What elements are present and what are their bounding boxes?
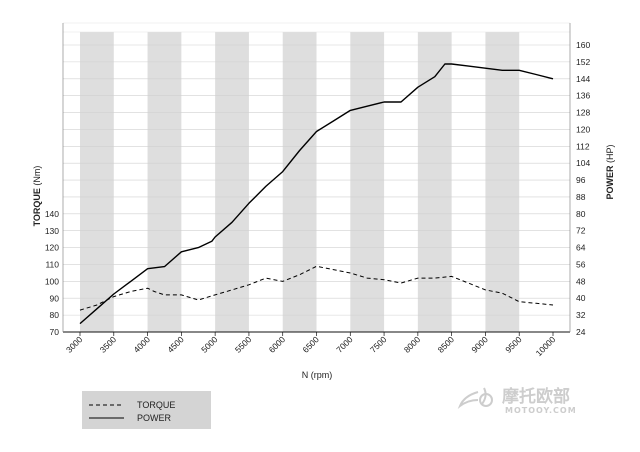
y-right-tick-label: 136 <box>576 91 590 101</box>
x-tick-label: 8500 <box>436 334 457 355</box>
y-right-tick-label: 88 <box>576 192 586 202</box>
legend-power-label: POWER <box>137 413 172 423</box>
data-series <box>79 63 554 325</box>
x-tick-label: 9500 <box>503 334 524 355</box>
y-left-tick-label: 110 <box>45 260 59 270</box>
x-axis-title: N (rpm) <box>302 370 333 380</box>
y-right-tick-label: 96 <box>576 175 586 185</box>
y-left-axis-title: TORQUE (Nm) <box>32 166 42 227</box>
rpm-band <box>147 32 182 332</box>
y-right-tick-label: 56 <box>576 259 586 269</box>
rpm-band <box>282 32 317 332</box>
y-right-tick-label: 112 <box>576 141 590 151</box>
y-left-tick-label: 90 <box>50 293 60 303</box>
rpm-band <box>80 32 114 332</box>
x-tick-label: 6000 <box>267 334 288 355</box>
y-right-tick-label: 24 <box>576 327 586 337</box>
legend-box <box>82 391 211 429</box>
y-left-tick-label: 80 <box>50 310 60 320</box>
y-right-tick-label: 144 <box>576 74 590 84</box>
y-right-tick-label: 40 <box>576 293 586 303</box>
x-tick-label: 5000 <box>199 334 220 355</box>
x-tick-label: 5500 <box>233 334 254 355</box>
x-tick-label: 6500 <box>300 334 321 355</box>
rpm-band <box>485 32 520 332</box>
watermark-logo-icon <box>457 387 493 409</box>
legend-torque-label: TORQUE <box>137 400 175 410</box>
rpm-band <box>417 32 452 332</box>
y-left-tick-label: 100 <box>45 276 59 286</box>
x-tick-label: 3000 <box>64 334 85 355</box>
x-tick-label: 10000 <box>534 334 558 358</box>
x-tick-label: 3500 <box>98 334 119 355</box>
y-left-tick-label: 120 <box>45 243 59 253</box>
torque-series-line <box>79 265 554 311</box>
watermark-text-en: MOTOOY.COM <box>505 406 577 415</box>
x-tick-label: 7500 <box>368 334 389 355</box>
y-right-tick-label: 64 <box>576 243 586 253</box>
rpm-band <box>350 32 385 332</box>
y-right-tick-label: 32 <box>576 310 586 320</box>
y-right-tick-label: 72 <box>576 226 586 236</box>
watermark: 摩托欧部 MOTOOY.COM <box>457 386 577 415</box>
y-right-axis-title: POWER (HP) <box>605 144 615 199</box>
y-right-tick-label: 120 <box>576 124 590 134</box>
x-tick-label: 8000 <box>402 334 423 355</box>
x-tick-label: 4500 <box>165 334 186 355</box>
y-right-tick-label: 128 <box>576 108 590 118</box>
x-axis-ticks: 3000 3500 4000 4500 5000 5500 6000 6500 7000 7500… <box>64 332 558 358</box>
alternating-rpm-bands <box>80 32 520 332</box>
x-tick-label: 7000 <box>334 334 355 355</box>
horizontal-gridlines <box>63 22 570 333</box>
legend: TORQUE POWER <box>82 391 211 429</box>
x-tick-label: 4000 <box>132 334 153 355</box>
watermark-text-cn: 摩托欧部 <box>502 386 570 407</box>
y-left-tick-label: 140 <box>45 209 59 219</box>
y-left-tick-label: 70 <box>50 327 60 337</box>
power-series-line <box>79 63 554 325</box>
rpm-band <box>215 32 249 332</box>
y-right-tick-label: 80 <box>576 209 586 219</box>
left-axis-ticks: 70 80 90 100 110 120 130 140 <box>45 209 59 337</box>
y-right-tick-label: 48 <box>576 276 586 286</box>
y-left-tick-label: 130 <box>45 226 59 236</box>
x-tick-label: 9000 <box>469 334 490 355</box>
y-right-tick-label: 160 <box>576 40 590 50</box>
right-axis-ticks: 24 32 40 48 56 64 72 80 88 96 104 112 120 128 136 144 15… <box>576 40 590 337</box>
y-right-tick-label: 152 <box>576 57 590 67</box>
y-right-tick-label: 104 <box>576 158 590 168</box>
